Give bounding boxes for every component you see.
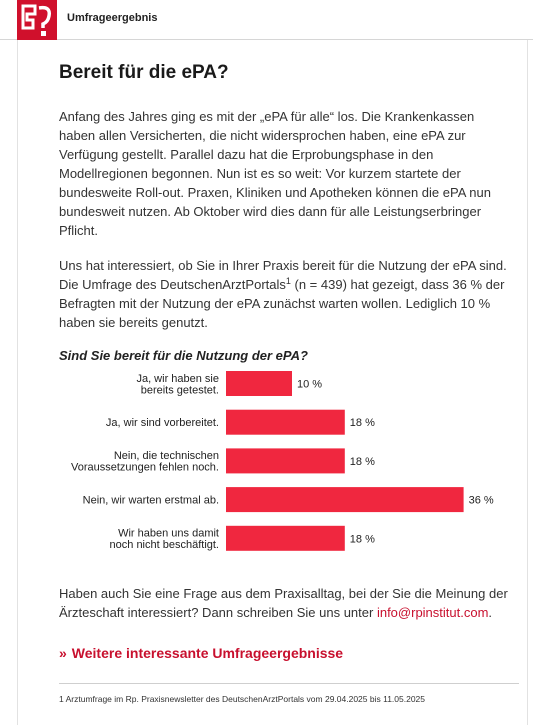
logo-icon (17, 0, 57, 40)
page-title: Bereit für die ePA? (59, 62, 229, 83)
paragraph-survey-part-a: Uns hat interessiert, ob Sie in Ihrer Pr… (59, 258, 507, 292)
bar-1 (226, 409, 345, 435)
value-label-2: 18 % (350, 456, 375, 468)
paragraph-intro: Anfang des Jahres ging es mit der „ePA f… (59, 109, 491, 238)
value-label-4: 18 % (350, 533, 375, 545)
category-label-4-1: noch nicht beschäftigt. (110, 539, 219, 551)
article: Bereit für die ePA? Anfang des Jahres gi… (59, 62, 509, 363)
more-results-link[interactable]: » Weitere interessante Umfrageergebnisse (59, 645, 343, 661)
category-label-2-0: Nein, die technischen (114, 450, 219, 462)
footnote: 1 Arztumfrage im Rp. Praxisnewsletter de… (59, 694, 426, 704)
bar-chart: Ja, wir haben sie bereits getestet. 10 % Ja… (59, 362, 509, 558)
contact-text: Haben auch Sie eine Frage aus dem Praxis… (59, 586, 508, 620)
more-results-label[interactable]: Weitere interessante Umfrageergebnisse (71, 645, 344, 661)
category-label-3-0: Nein, wir warten erstmal ab. (83, 495, 219, 507)
contact-paragraph: Haben auch Sie eine Frage aus dem Praxis… (59, 584, 509, 622)
category-label-0-1: bereits getestet. (141, 384, 219, 396)
double-arrow-icon: » (59, 645, 67, 661)
bar-3 (226, 487, 464, 513)
category-label-0-0: Ja, wir haben sie (136, 373, 219, 385)
divider (59, 683, 519, 684)
value-label-1: 18 % (350, 417, 375, 429)
value-label-3: 36 % (469, 495, 494, 507)
paragraph-survey-part-b: (n = 439) hat gezeigt, dass 36 % der Bef… (59, 277, 505, 330)
category-label-1-0: Ja, wir sind vorbereitet. (106, 417, 219, 429)
category-label-2-1: Voraussetzungen fehlen noch. (71, 462, 219, 474)
bar-0 (226, 371, 292, 396)
content-frame (17, 40, 528, 725)
paragraph-survey: Uns hat interessiert, ob Sie in Ihrer Pr… (59, 256, 509, 332)
bar-2 (226, 448, 345, 474)
category-label-4-0: Wir haben uns damit (118, 528, 219, 540)
contact-end: . (488, 605, 493, 620)
header-title: Umfrageergebnis (67, 12, 158, 24)
top-bar: Umfrageergebnis (0, 0, 533, 40)
value-label-0: 10 % (297, 379, 322, 391)
footnote-ref: 1 (285, 276, 291, 286)
chart-question: Sind Sie bereit für die Nutzung der ePA? (59, 348, 308, 363)
email-link[interactable]: info@rpinstitut.com (376, 605, 489, 620)
bar-4 (226, 525, 345, 551)
